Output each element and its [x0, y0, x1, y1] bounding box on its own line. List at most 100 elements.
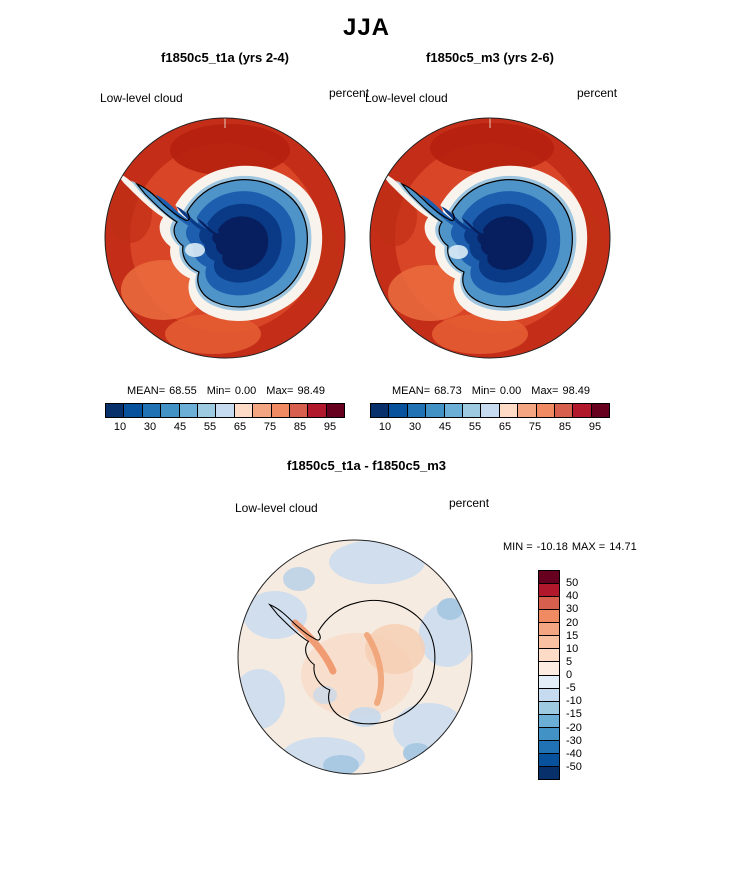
colorbar-segment: [124, 404, 143, 417]
colorbar-segment: [539, 584, 559, 598]
colorbar-tick-label: 15: [566, 629, 579, 642]
colorbar-segment: [539, 688, 559, 702]
colorbar-tick-label: -30: [566, 734, 582, 747]
colorbar-tick-label: 55: [468, 421, 482, 433]
panel-diff-variable-label: Low-level cloud: [235, 501, 318, 515]
stat-min-value: 0.00: [234, 385, 257, 397]
panel-diff-title: f1850c5_t1a - f1850c5_m3: [286, 458, 446, 473]
colorbar-tick-label: 65: [233, 421, 247, 433]
colorbar-segment: [161, 404, 180, 417]
colorbar-left: [105, 403, 345, 418]
map-right-boundary-circle: [369, 117, 611, 359]
colorbar-segment: [539, 675, 559, 689]
stat-min-value: 0.00: [499, 385, 522, 397]
colorbar-segment: [481, 404, 500, 417]
colorbar-segment: [573, 404, 592, 417]
colorbar-tick-label: -10: [566, 695, 582, 708]
colorbar-segment: [444, 404, 463, 417]
colorbar-segment: [591, 404, 610, 417]
colorbar-tick-label: 75: [528, 421, 542, 433]
stats-left: MEAN= 68.55 Min= 0.00 Max= 98.49: [93, 385, 357, 397]
stat-min-label: Min=: [471, 385, 496, 397]
panel-right-title: f1850c5_m3 (yrs 2-6): [426, 50, 554, 65]
colorbar-tick-label: 10: [378, 421, 392, 433]
map-left-field: [105, 118, 345, 358]
colorbar-diff: [538, 570, 560, 780]
colorbar-tick-label: 10: [113, 421, 127, 433]
colorbar-segment: [179, 404, 198, 417]
colorbar-segment: [462, 404, 482, 417]
colorbar-segment: [289, 404, 309, 417]
colorbar-tick-label: 40: [566, 590, 579, 603]
colorbar-diff-ticks: 50 40 30 20 15 10 5 0 -5 -10 -15 -20 -30 -40 -50: [560, 570, 594, 780]
stat-max-value: 98.49: [297, 385, 326, 397]
colorbar-segment: [389, 404, 408, 417]
colorbar-segment: [539, 610, 559, 624]
colorbar-tick-label: -20: [566, 721, 582, 734]
colorbar-tick-label: 20: [566, 616, 579, 629]
colorbar-tick-label: 85: [293, 421, 307, 433]
stat-mean-label: MEAN=: [391, 385, 431, 397]
map-left-polar-plot: [104, 117, 346, 359]
panel-right-variable-label: Low-level cloud: [365, 91, 448, 105]
diff-min-value: -10.18: [536, 541, 568, 553]
colorbar-segment: [539, 753, 559, 767]
colorbar-tick-label: 45: [438, 421, 452, 433]
map-diff-polar-plot: [237, 539, 473, 775]
colorbar-tick-label: 95: [323, 421, 337, 433]
colorbar-segment: [539, 766, 559, 779]
colorbar-segment: [308, 404, 327, 417]
stat-mean-label: MEAN=: [126, 385, 166, 397]
colorbar-right: [370, 403, 610, 418]
stat-max-value: 98.49: [562, 385, 591, 397]
colorbar-tick-label: 30: [566, 603, 579, 616]
colorbar-segment: [539, 701, 559, 715]
stat-max-label: Max=: [266, 385, 294, 397]
colorbar-segment: [142, 404, 162, 417]
panel-left-units-label: percent: [329, 86, 370, 100]
map-right-polar-plot: [369, 117, 611, 359]
colorbar-tick-label: 85: [558, 421, 572, 433]
colorbar-tick-label: 10: [566, 642, 579, 655]
panel-right-units-label: percent: [577, 86, 618, 100]
colorbar-tick-label: 30: [408, 421, 422, 433]
stat-max-label: Max=: [531, 385, 559, 397]
diff-max-value: 14.71: [609, 541, 637, 553]
colorbar-segment: [426, 404, 445, 417]
colorbar-segment: [554, 404, 574, 417]
panel-diff-units-label: percent: [449, 496, 490, 510]
colorbar-tick-label: -50: [566, 760, 582, 773]
colorbar-tick-label: 30: [143, 421, 157, 433]
colorbar-segment: [499, 404, 519, 417]
colorbar-tick-label: 55: [203, 421, 217, 433]
colorbar-tick-label: 65: [498, 421, 512, 433]
panel-left-title: f1850c5_t1a (yrs 2-4): [161, 50, 289, 65]
figure-title: JJA: [342, 14, 391, 41]
colorbar-segment: [326, 404, 345, 417]
colorbar-tick-label: 45: [173, 421, 187, 433]
colorbar-segment: [539, 623, 559, 637]
colorbar-tick-label: 50: [566, 577, 579, 590]
colorbar-tick-label: -15: [566, 708, 582, 721]
colorbar-segment: [539, 649, 559, 663]
colorbar-tick-label: 5: [566, 655, 573, 668]
colorbar-tick-label: 75: [263, 421, 277, 433]
colorbar-segment: [539, 662, 559, 676]
colorbar-segment: [271, 404, 290, 417]
colorbar-tick-label: 0: [566, 669, 573, 681]
map-left-boundary-circle: [104, 117, 346, 359]
colorbar-tick-label: -40: [566, 747, 582, 760]
stats-right: MEAN= 68.73 Min= 0.00 Max= 98.49: [358, 385, 622, 397]
diff-min-label: MIN =: [503, 541, 533, 553]
colorbar-segment: [407, 404, 427, 417]
stat-mean-value: 68.55: [169, 385, 197, 397]
diff-max-label: MAX =: [571, 541, 606, 553]
map-right-field: [370, 118, 610, 358]
colorbar-tick-label: -5: [566, 682, 576, 695]
panel-left-variable-label: Low-level cloud: [100, 91, 183, 105]
colorbar-segment: [216, 404, 235, 417]
colorbar-segment: [539, 636, 559, 650]
colorbar-segment: [539, 571, 559, 585]
stat-mean-value: 68.73: [434, 385, 462, 397]
